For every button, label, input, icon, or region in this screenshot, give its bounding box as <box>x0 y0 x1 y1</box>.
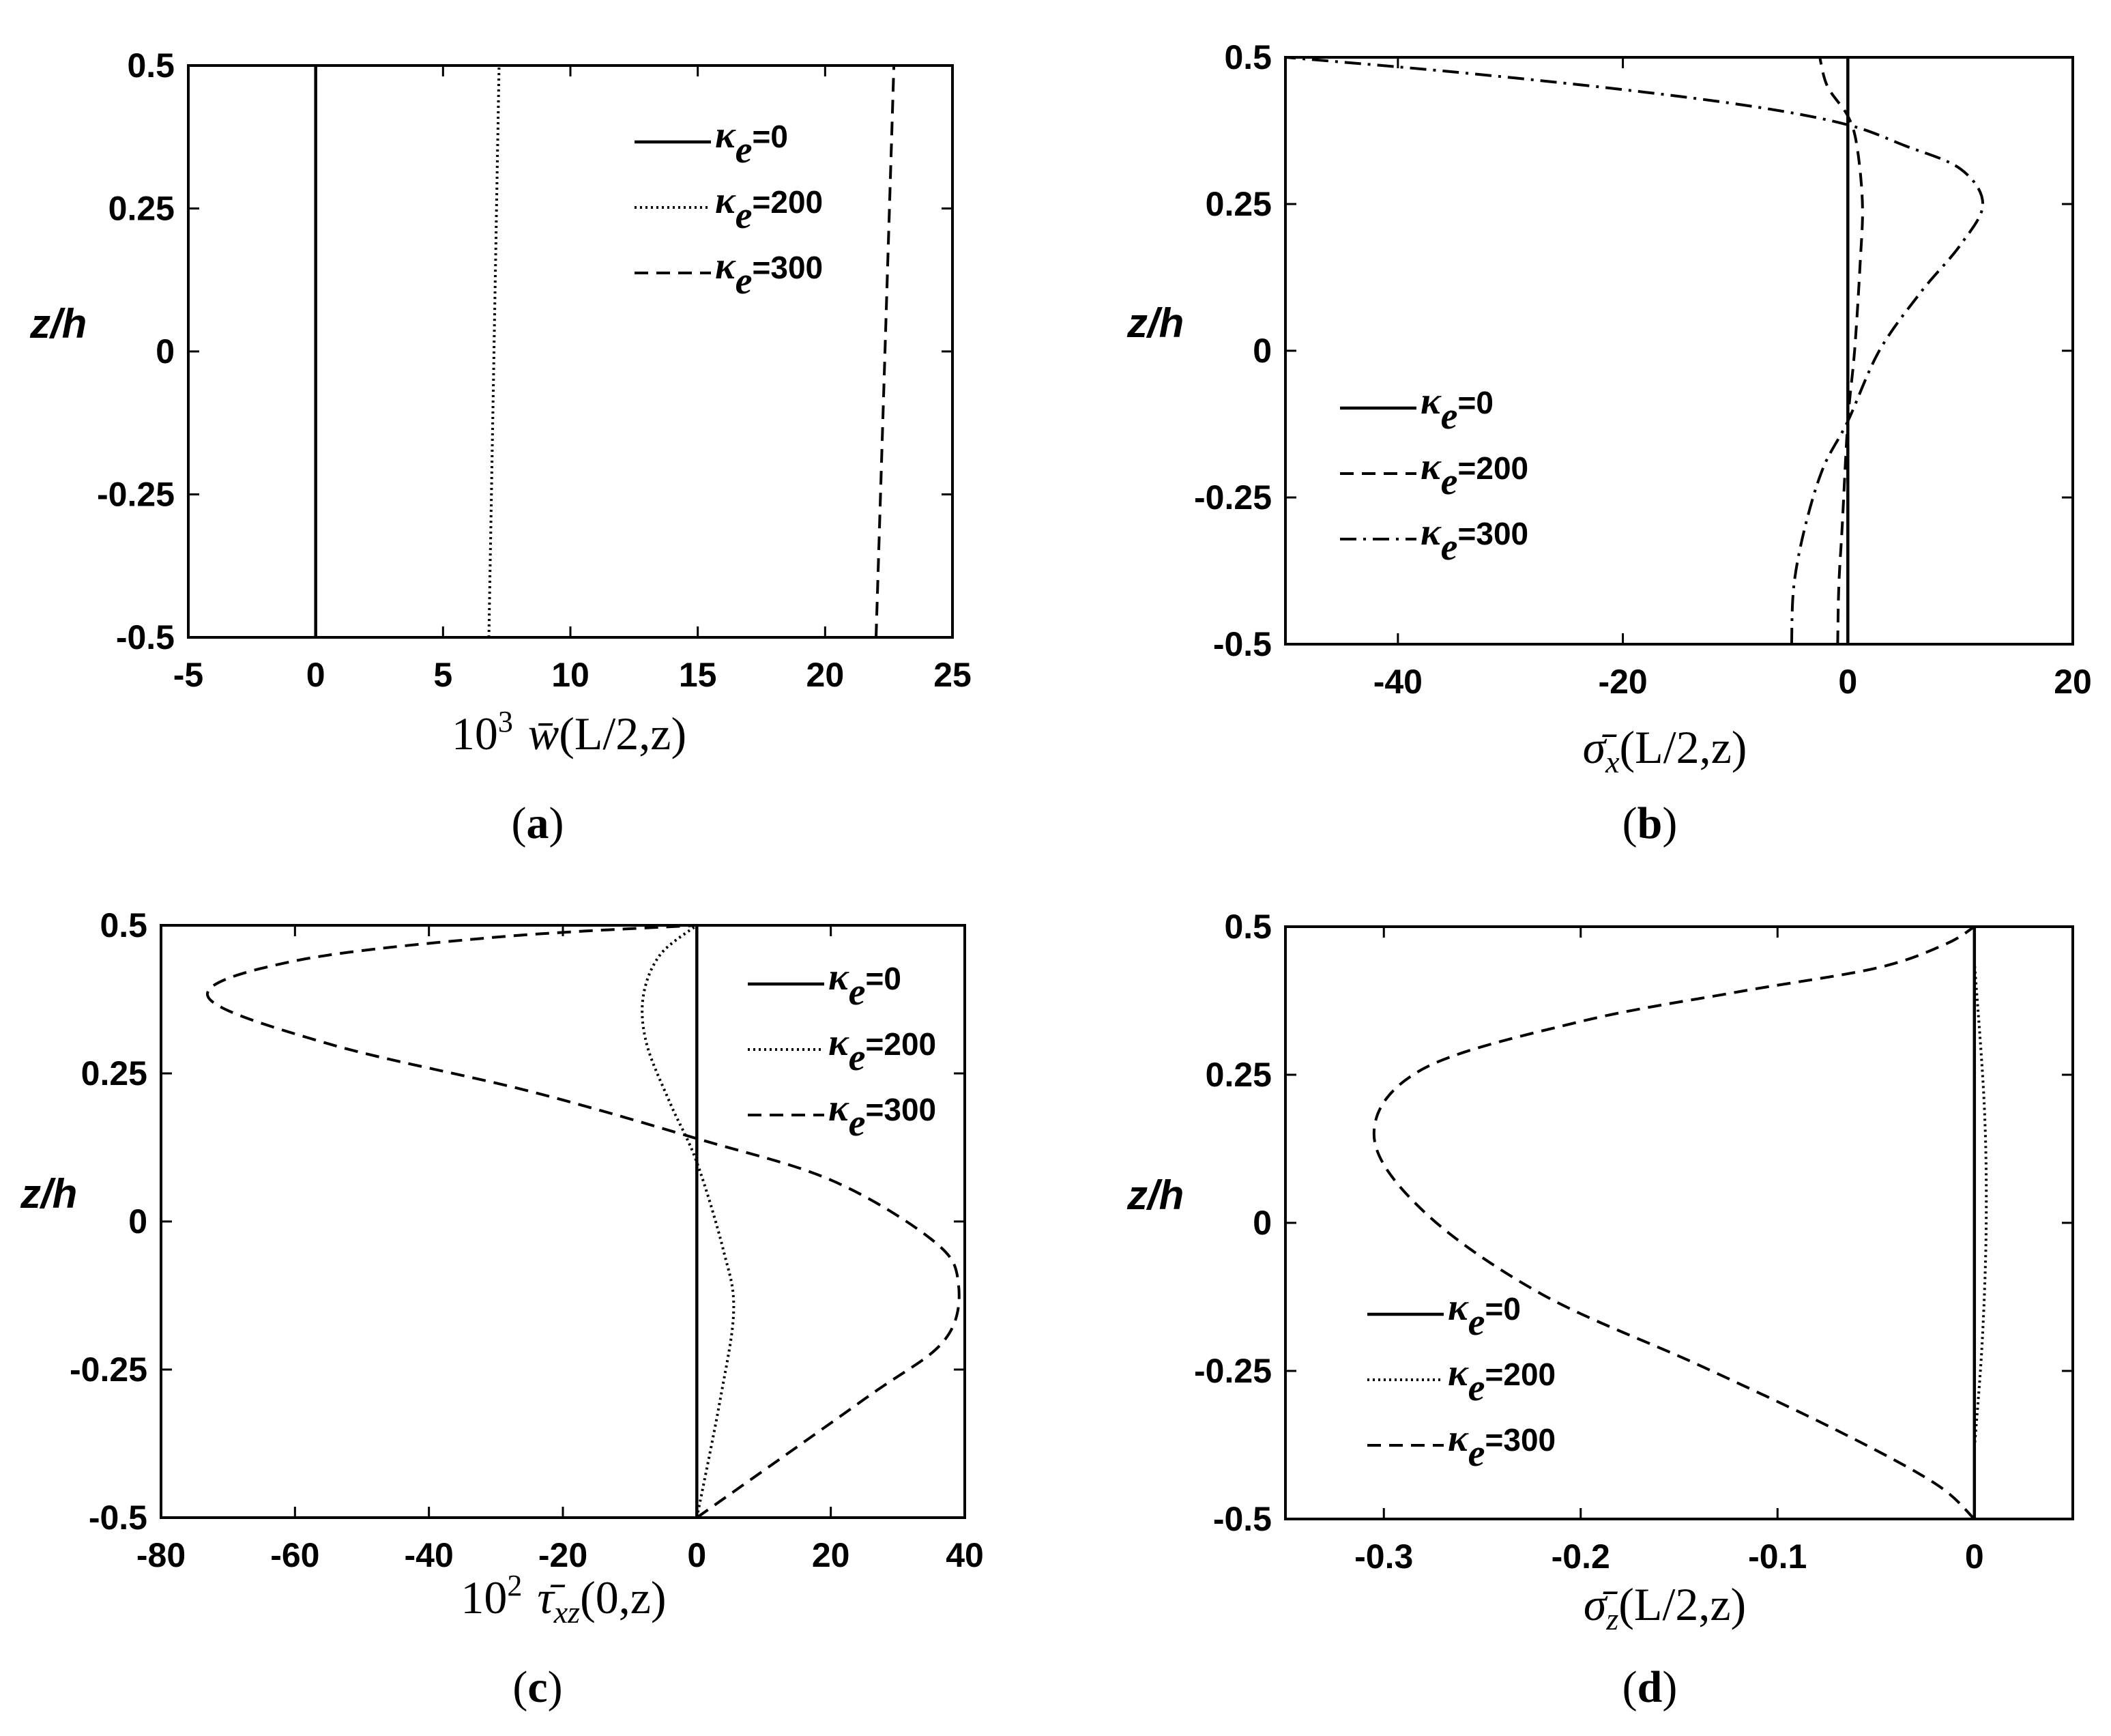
y-tick-label: 0 <box>1253 332 1272 370</box>
legend-entry: κe=300 <box>1448 1417 1556 1475</box>
x-tick-label: 20 <box>2054 663 2092 701</box>
y-tick-label: -0.25 <box>1194 478 1272 517</box>
x-tick-label: -40 <box>405 1536 454 1574</box>
x-tick-label: -0.1 <box>1748 1537 1807 1576</box>
y-tick-label: -0.5 <box>1213 1500 1272 1538</box>
y-axis-label: z/h <box>1126 1172 1184 1218</box>
series-line-k300 <box>206 924 961 1519</box>
x-tick-label: -5 <box>173 656 203 694</box>
x-tick-label: -60 <box>270 1536 319 1574</box>
x-tick-label: 0 <box>687 1536 706 1574</box>
y-tick-label: 0.5 <box>127 46 175 85</box>
x-tick-label: 25 <box>933 656 972 694</box>
legend-entry: κe=300 <box>1421 511 1528 568</box>
y-tick-label: 0 <box>156 332 175 371</box>
xlabel-a: 103 w̄(L/2,z) <box>452 705 686 760</box>
plot-frame-c <box>160 924 966 1519</box>
y-tick-label: -0.5 <box>89 1499 147 1537</box>
x-tick-label: -0.3 <box>1354 1537 1413 1576</box>
y-tick-label: 0.5 <box>1224 38 1272 76</box>
x-tick-label: 40 <box>946 1536 984 1574</box>
panel-label-b: (b) <box>1622 798 1678 848</box>
y-tick-label: 0 <box>128 1202 147 1241</box>
chart-b: -40 -20 0 20-0.5-0.2500.250.5z/hκe=0κe=200κ… <box>1126 38 2092 701</box>
legend-entry: κe=0 <box>828 956 901 1013</box>
y-axis-label: z/h <box>20 1171 77 1217</box>
x-tick-label: -0.2 <box>1552 1537 1610 1576</box>
panel-label-c: (c) <box>512 1662 562 1712</box>
x-tick-label: -20 <box>1598 663 1647 701</box>
y-tick-label: -0.25 <box>97 476 175 514</box>
y-tick-label: 0 <box>1253 1204 1272 1242</box>
plot-frame-d <box>1284 925 2074 1520</box>
chart-c: -80 -60 -40 -20 0 20 40 -0.5 -0.25 0 0.25 0.5 z/h κe=… <box>20 906 984 1574</box>
plot-frame-a <box>187 64 954 639</box>
legend-entry: κe=0 <box>1448 1286 1521 1344</box>
legend-b: κe=0 κe=200 κe=300 <box>1340 380 1528 568</box>
panel-label-d: (d) <box>1622 1662 1678 1712</box>
y-tick-label: 0.25 <box>108 190 175 228</box>
legend-c: κe=0 κe=200 κe=300 <box>748 956 936 1144</box>
legend-entry: κe=300 <box>715 245 823 302</box>
xlabel-d: σ̄z(L/2,z) <box>1584 1578 1746 1636</box>
x-tick-label: 0 <box>1965 1537 1984 1576</box>
xlabel-b: σ̄x(L/2,z) <box>1583 721 1747 779</box>
x-tick-label: 20 <box>806 656 845 694</box>
legend-entry: κe=300 <box>828 1087 936 1144</box>
x-tick-label: -40 <box>1373 663 1423 701</box>
x-tick-label: 20 <box>812 1536 850 1574</box>
y-axis-label: z/h <box>29 301 87 347</box>
legend-entry: κe=0 <box>715 114 788 171</box>
y-tick-label: 0.25 <box>81 1054 147 1093</box>
legend-entry: κe=200 <box>715 179 823 237</box>
y-tick-label: 0.25 <box>1206 1056 1272 1094</box>
x-tick-label: 0 <box>306 656 325 694</box>
legend-entry: κe=200 <box>1448 1352 1556 1409</box>
series-line-k300 <box>875 65 896 638</box>
legend-entry: κe=200 <box>828 1022 936 1079</box>
y-tick-label: 0.5 <box>1224 908 1272 946</box>
x-tick-label: -20 <box>538 1536 587 1574</box>
x-tick-label: -80 <box>136 1536 186 1574</box>
legend-a: κe=0 κe=200 κe=300 <box>635 114 823 302</box>
series-line-k200 <box>1972 961 1988 1448</box>
series-line-k200 <box>641 924 736 1518</box>
xlabel-c: 102 τ̄xz(0,z) <box>461 1569 666 1630</box>
series-line-k200 <box>487 65 501 638</box>
plot-frame-b <box>1284 56 2074 646</box>
y-tick-label: -0.25 <box>70 1350 147 1389</box>
series-line-k300 <box>1372 925 1976 1520</box>
y-tick-label: 0.5 <box>100 906 147 944</box>
x-tick-label: 15 <box>679 656 717 694</box>
legend-entry: κe=0 <box>1421 380 1494 437</box>
y-tick-label: 0.25 <box>1206 185 1272 223</box>
x-tick-label: 5 <box>433 656 452 694</box>
chart-d: -0.3 -0.2 -0.1 0-0.5-0.2500.250.5z/hκe=0κe=… <box>1126 908 2074 1576</box>
x-tick-label: 10 <box>551 656 589 694</box>
legend-entry: κe=200 <box>1421 446 1528 503</box>
chart-a: -5 0 5 10 15 20 25 -0.5 -0.25 0 0.25 0.5 z/h κe=0 κe=2… <box>29 46 972 694</box>
y-axis-label: z/h <box>1126 300 1184 346</box>
legend-d: κe=0 κe=200 κe=300 <box>1367 1286 1556 1475</box>
series-line-k300 <box>1285 56 1985 645</box>
series-line-k200 <box>1818 57 1864 645</box>
y-tick-label: -0.5 <box>116 618 175 656</box>
x-tick-label: 0 <box>1838 663 1857 701</box>
y-tick-label: -0.25 <box>1194 1352 1272 1390</box>
panel-label-a: (a) <box>512 798 564 848</box>
y-tick-label: -0.5 <box>1213 625 1272 663</box>
